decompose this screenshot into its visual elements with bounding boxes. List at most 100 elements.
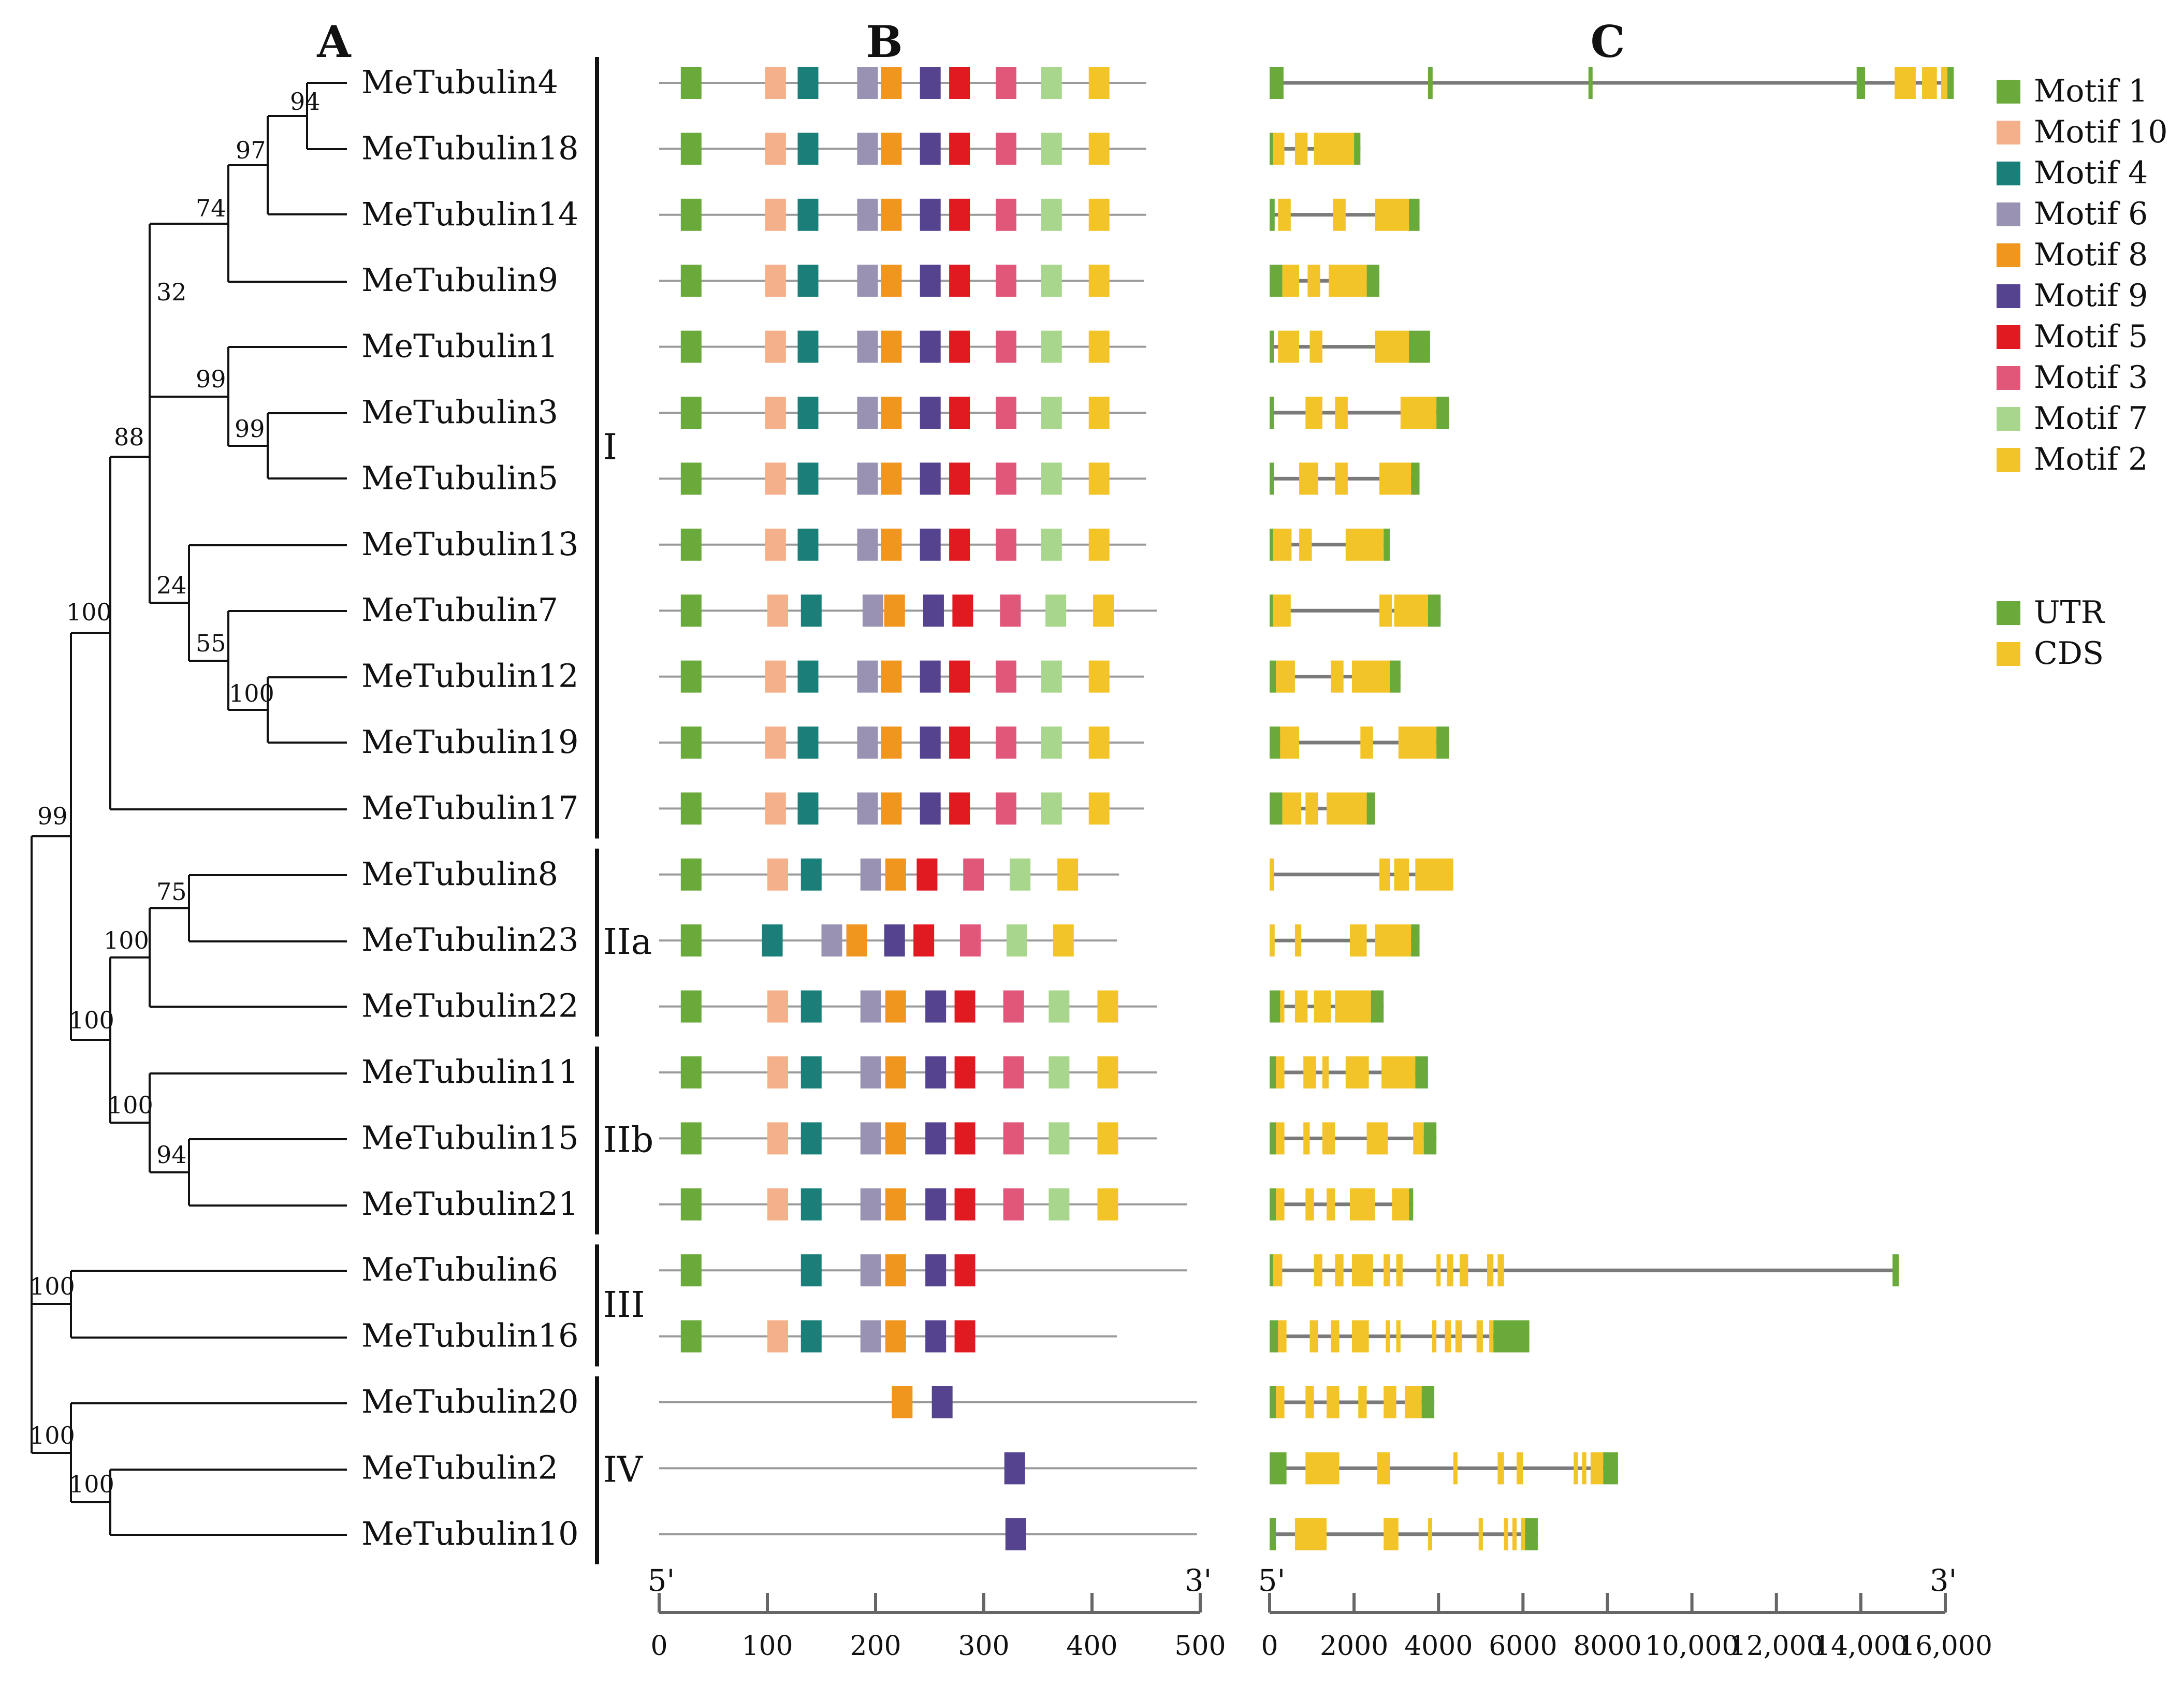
cds-segment [1335,1254,1344,1287]
motif3-box [995,330,1016,363]
motif10-box [765,67,786,99]
axis-tick-label: 4000 [1404,1631,1473,1662]
motif5-box [949,67,970,99]
cds-segment [1333,198,1346,231]
motif9-box [920,727,941,759]
motif9-box [931,1386,953,1418]
utr-segment [1354,133,1361,165]
cds-segment [1327,1188,1335,1221]
motif7-box [1049,1122,1070,1155]
motif2-box [1088,397,1110,429]
cds-segment [1280,990,1285,1023]
motif7-box [1041,330,1062,363]
motif4-box [797,660,819,693]
motif9-box [920,397,941,429]
cds-segment [1487,1254,1494,1287]
legend-label: Motif 3 [2034,359,2148,396]
phylogenetic-tree [31,82,347,1536]
cds-segment [1273,528,1292,561]
utr-segment [1411,924,1420,957]
motif10-box [767,858,788,891]
motif2-box [1097,1188,1118,1221]
cds-segment [1273,1254,1283,1287]
motif2-box [1088,660,1110,693]
cds-segment [1303,1056,1316,1088]
cds-segment [1278,1320,1287,1353]
motif10-box [767,1056,788,1088]
cds-segment [1327,792,1367,825]
motif10-box [765,528,786,561]
bootstrap-label: 99 [196,365,226,393]
gene-label: MeTubulin8 [361,855,558,893]
motif10-box [765,330,786,363]
gene-label: MeTubulin1 [361,327,558,365]
motif4-box [800,1254,822,1287]
cds-segment [1590,1452,1604,1485]
five-prime-label: 5' [1258,1563,1286,1598]
bootstrap-label: 24 [156,571,187,599]
motif2-box [1088,528,1110,561]
utr-segment [1270,727,1280,759]
group-label: IIb [603,1120,653,1160]
cds-segment [1360,727,1373,759]
cds-segment [1345,1056,1369,1088]
motif9-box [925,1320,947,1353]
motif3-box [960,924,981,957]
motif2-box [1093,594,1114,627]
motif8-box [881,792,902,825]
motif6-box [862,594,883,627]
legend-label: Motif 10 [2034,114,2168,150]
motif5-box [949,528,970,561]
cds-segment [1309,330,1322,363]
utr-segment [1892,1254,1899,1287]
motif6-box [821,924,842,957]
bootstrap-label: 75 [156,878,187,906]
motif5-box [954,1254,975,1287]
cds-segment [1331,660,1344,693]
motif10-box [765,727,786,759]
bootstrap-label: 100 [30,1421,75,1449]
motif4-box [800,594,822,627]
gene-label: MeTubulin6 [361,1251,558,1288]
motif9-box [920,792,941,825]
utr-segment [1366,792,1375,825]
motif8-swatch [1997,243,2020,267]
cds-segment [1314,990,1331,1023]
utr-segment [1270,330,1274,363]
cds-segment [1276,1122,1285,1155]
utr-segment [1270,1320,1278,1353]
gene-label: MeTubulin23 [361,921,579,959]
utr-segment [1270,990,1280,1023]
three-prime-label: 3' [1930,1563,1957,1598]
utr-segment [1525,1518,1538,1550]
cds-segment [1366,1122,1388,1155]
legend-label: Motif 2 [2034,441,2148,477]
motif9-box [920,660,941,693]
motif6-box [860,990,881,1023]
cds-segment [1276,1386,1285,1418]
cds-segment [1329,265,1367,297]
cds-segment [1413,1122,1424,1155]
cds-segment [1278,330,1300,363]
motif6-box [860,858,881,891]
cds-segment [1322,1122,1335,1155]
motif3-box [995,397,1016,429]
motif8-box [885,1320,906,1353]
utr-segment [1270,594,1274,627]
bootstrap-label: 55 [196,629,226,657]
motif7-box [1041,528,1062,561]
motif5-box [949,330,970,363]
motif5-box [913,924,935,957]
motif2-box [1088,67,1110,99]
bootstrap-label: 100 [229,679,274,707]
utr-segment [1270,198,1275,231]
motif6-box [857,660,878,693]
motif7-box [1049,990,1070,1023]
cds-segment [1476,1320,1483,1353]
utr-segment [1270,792,1283,825]
motif6-box [860,1122,881,1155]
group-label: IIa [603,922,652,963]
bootstrap-values: 94 97 74 32 99 99 88 24 55 100 100 99 75… [30,88,321,1498]
cds-segment [1276,660,1295,693]
cds-segment [1352,1254,1373,1287]
